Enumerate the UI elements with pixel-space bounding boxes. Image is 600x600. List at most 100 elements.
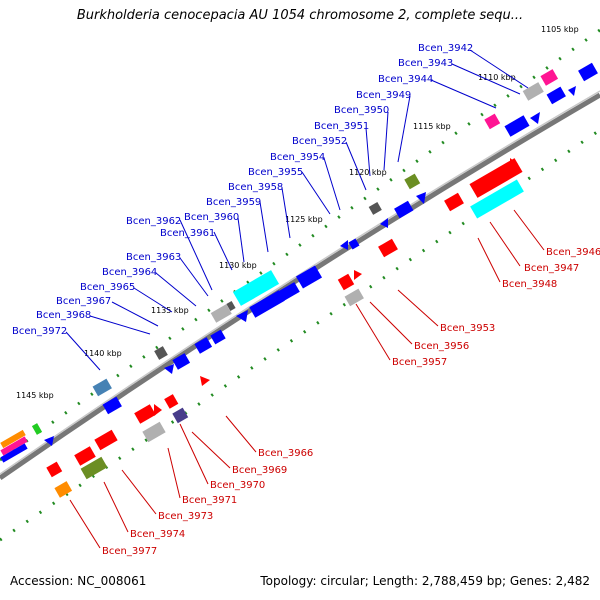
gene-blue[interactable] [44, 436, 54, 446]
gene-label[interactable]: Bcen_3953 [440, 323, 495, 334]
accession-text: Accession: NC_008061 [10, 574, 147, 588]
leader-line [355, 303, 391, 361]
gene-blue[interactable] [340, 240, 348, 250]
gene-red[interactable] [46, 461, 63, 478]
gene-red[interactable] [74, 446, 96, 466]
gene-label[interactable]: Bcen_3966 [258, 448, 313, 459]
gene-blue[interactable] [249, 290, 285, 318]
gene-blue[interactable] [210, 329, 226, 345]
gene-blue[interactable] [278, 282, 300, 301]
gene-red[interactable] [154, 404, 162, 416]
gene-red[interactable] [164, 394, 179, 409]
leader-line [430, 79, 497, 109]
gene-label[interactable]: Bcen_3972 [12, 326, 67, 337]
gene-blue[interactable] [295, 265, 323, 289]
gene-blue[interactable] [416, 192, 426, 204]
gene-blue[interactable] [194, 337, 213, 354]
gene-red[interactable] [337, 273, 355, 291]
gene-label[interactable]: Bcen_3957 [392, 357, 447, 368]
gene-label[interactable]: Bcen_3955 [248, 167, 303, 178]
gene-dark-gray[interactable] [154, 346, 168, 360]
gene-orange[interactable] [54, 481, 73, 498]
gene-label[interactable]: Bcen_3970 [210, 480, 265, 491]
gene-red[interactable] [200, 376, 210, 386]
gene-gray[interactable] [210, 304, 232, 323]
gene-dark-gray[interactable] [368, 202, 382, 215]
gene-label[interactable]: Bcen_3977 [102, 546, 157, 557]
gene-gray[interactable] [522, 82, 544, 101]
gene-label[interactable]: Bcen_3944 [378, 74, 433, 85]
leader-line [397, 95, 411, 163]
leader-line [397, 289, 439, 327]
gene-label[interactable]: Bcen_3950 [334, 105, 389, 116]
gene-gray[interactable] [344, 288, 364, 307]
gene-label[interactable]: Bcen_3949 [356, 90, 411, 101]
kbp-tick: 1110 kbp [478, 73, 516, 82]
gene-magenta[interactable] [540, 69, 559, 86]
gene-blue[interactable] [236, 310, 248, 322]
gene-label[interactable]: Bcen_3951 [314, 121, 369, 132]
kbp-tick: 1130 kbp [219, 261, 257, 270]
gene-label[interactable]: Bcen_3961 [160, 228, 215, 239]
gene-label[interactable]: Bcen_3964 [102, 267, 157, 278]
gene-label[interactable]: Bcen_3958 [228, 182, 283, 193]
leader-line [111, 301, 159, 327]
gene-steel[interactable] [92, 378, 112, 397]
kbp-tick: 1105 kbp [541, 25, 579, 34]
gene-blue[interactable] [568, 86, 576, 96]
leader-line [345, 141, 367, 191]
leader-line [179, 219, 213, 291]
gene-red[interactable] [469, 158, 523, 198]
gene-olive[interactable] [404, 173, 421, 190]
gene-label[interactable]: Bcen_3967 [56, 296, 111, 307]
gene-label[interactable]: Bcen_3962 [126, 216, 181, 227]
gene-cyan[interactable] [470, 179, 524, 219]
gene-label[interactable]: Bcen_3973 [158, 511, 213, 522]
gene-label[interactable]: Bcen_3942 [418, 43, 473, 54]
gene-label[interactable]: Bcen_3954 [270, 152, 325, 163]
gene-blue[interactable] [546, 86, 566, 105]
gene-magenta[interactable] [484, 113, 501, 130]
gene-label[interactable]: Bcen_3952 [292, 136, 347, 147]
gene-red[interactable] [94, 429, 118, 451]
gene-label[interactable]: Bcen_3947 [524, 263, 579, 274]
gene-label[interactable]: Bcen_3956 [414, 341, 469, 352]
gene-red[interactable] [354, 270, 362, 280]
gene-dark-gray[interactable] [226, 301, 236, 311]
gene-label[interactable]: Bcen_3959 [206, 197, 261, 208]
gene-blue[interactable] [172, 353, 191, 370]
leader-line [365, 127, 371, 177]
gene-blue[interactable] [164, 364, 174, 374]
gene-red[interactable] [134, 404, 156, 424]
gene-blue[interactable] [348, 238, 360, 250]
leader-line [383, 111, 389, 171]
gene-olive[interactable] [80, 456, 108, 480]
gene-blue[interactable] [578, 62, 598, 82]
gene-label[interactable]: Bcen_3946 [546, 247, 600, 258]
gene-orange[interactable] [0, 429, 26, 449]
gene-cyan[interactable] [232, 270, 280, 306]
gene-label[interactable]: Bcen_3943 [398, 58, 453, 69]
gene-label[interactable]: Bcen_3963 [126, 252, 181, 263]
gene-blue[interactable] [394, 200, 414, 219]
gene-purple[interactable] [172, 407, 189, 424]
gene-red[interactable] [444, 192, 464, 212]
gene-green[interactable] [31, 423, 43, 435]
gene-blue[interactable] [380, 218, 388, 228]
gene-gray[interactable] [142, 421, 166, 443]
gene-blue[interactable] [102, 396, 122, 415]
gene-label[interactable]: Bcen_3971 [182, 495, 237, 506]
gene-blue[interactable] [0, 443, 28, 463]
gene-label[interactable]: Bcen_3948 [502, 279, 557, 290]
gene-label[interactable]: Bcen_3960 [184, 212, 239, 223]
gene-red[interactable] [378, 238, 398, 258]
gene-label[interactable]: Bcen_3965 [80, 282, 135, 293]
gene-blue[interactable] [530, 112, 540, 124]
leader-line [179, 257, 209, 297]
gene-blue[interactable] [504, 115, 530, 137]
gene-label[interactable]: Bcen_3968 [36, 310, 91, 321]
gene-magenta[interactable] [0, 436, 28, 456]
forward-leaders [65, 49, 529, 371]
gene-label[interactable]: Bcen_3974 [130, 529, 185, 540]
gene-label[interactable]: Bcen_3969 [232, 465, 287, 476]
